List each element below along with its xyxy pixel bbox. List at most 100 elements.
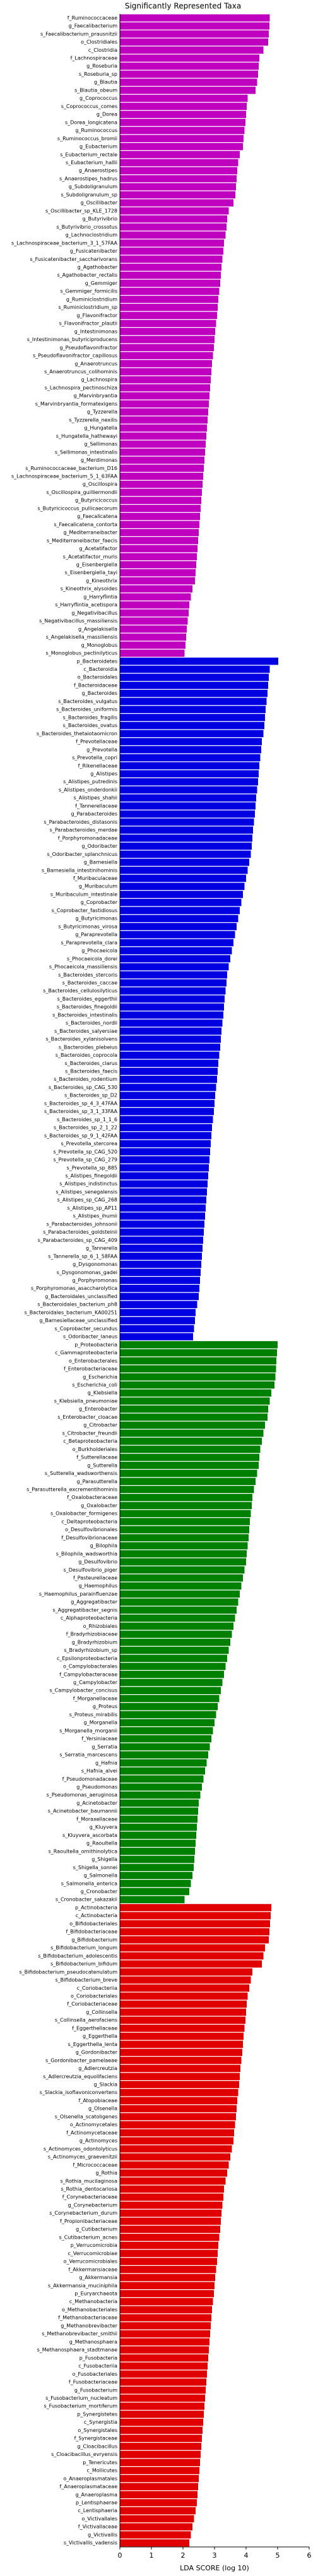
category-label: g_Raoultella: [86, 1841, 117, 1846]
category-label: s_Barnesiella_intestinihominis: [42, 867, 117, 873]
category-label: g_Merdimonas: [81, 457, 117, 463]
category-label: s_Parabacteroides_distasonis: [44, 819, 117, 825]
category-label: g_Monoglobus: [81, 642, 117, 648]
category-label: g_Tyzzerella: [87, 409, 117, 415]
bar: [120, 191, 235, 199]
bar: [120, 1872, 192, 1879]
category-label: o_Methanobacteriales: [62, 2307, 117, 2313]
bar: [120, 1260, 201, 1268]
bar: [120, 601, 189, 609]
category-label: g_Anaerotruncus: [74, 361, 117, 366]
category-label: o_Burkholderiales: [73, 1447, 117, 1452]
bar: [120, 2049, 242, 2056]
bar: [120, 303, 218, 311]
category-label: s_Bacteroidales_bacterium_ph8: [37, 1302, 117, 1308]
bar: [120, 2273, 215, 2282]
category-label: p_Fusobacteria: [80, 2355, 117, 2361]
bar: [120, 2025, 245, 2032]
category-label: s_Bacteroides_rodentium: [54, 1076, 117, 1082]
category-label: s_Hungatella_hathewayi: [56, 433, 117, 439]
category-label: s_Desulfovibrio_piger: [64, 1567, 118, 1573]
category-label: o_Victivallales: [82, 2516, 117, 2522]
bar: [120, 2459, 200, 2467]
bar: [120, 126, 245, 135]
category-label: s_Salmonella_enterica: [61, 1881, 117, 1886]
category-label: g_Butyrivibrio: [83, 216, 118, 222]
category-label: g_Tannerella: [86, 1246, 117, 1251]
category-label: f_Yersiniaceae: [81, 1736, 117, 1742]
category-label: s_Prevotella_sp_CAG_520: [53, 1149, 117, 1155]
bar: [120, 1807, 198, 1815]
category-label: f_Porphyromonadaceae: [58, 835, 117, 841]
category-label: g_Prevotella: [86, 747, 117, 752]
bar: [120, 923, 237, 930]
bar: [120, 2282, 215, 2289]
category-label: g_Gemmiger: [85, 280, 118, 286]
category-label: s_Dysgonomonas_gadei: [57, 1270, 117, 1275]
category-label: g_Bacteroidales_unclassified: [45, 1294, 117, 1299]
category-label: g_Methanosphaera: [69, 2339, 117, 2345]
category-label: g_Barnesiella: [84, 860, 117, 865]
bar: [120, 1855, 194, 1863]
category-label: g_Mediterraneibacter: [63, 530, 117, 536]
bar: [120, 215, 227, 223]
category-label: f_Moraxellaceae: [76, 1816, 117, 1822]
category-label: s_Negativibacillus_massiliensis: [39, 618, 117, 624]
category-label: s_Butyricimonas_virosa: [58, 924, 117, 929]
category-label: o_Anaeroplasmatales: [63, 2476, 117, 2481]
bar: [120, 858, 249, 866]
bar: [120, 1019, 223, 1027]
bar: [120, 874, 246, 882]
bar: [120, 1325, 194, 1333]
category-label: g_Adlercreutzia: [78, 2066, 117, 2071]
category-label: g_Proteus: [93, 1704, 117, 1709]
category-label: g_Roseburia: [86, 63, 117, 69]
category-label: s_Bacteroides_cellulosilyticus: [43, 988, 117, 994]
category-label: f_Anaeroplasmataceae: [60, 2484, 118, 2489]
bar: [120, 1848, 195, 1855]
x-tick-label: 4: [244, 2551, 249, 2560]
category-label: g_Ruminiclostridium: [66, 296, 117, 302]
category-label: s_Aggregatibacter_segnis: [52, 1607, 117, 1613]
category-label: s_Ruminococcaceae_bacterium_D16: [25, 466, 117, 471]
category-label: s_Rothia_dentocariosa: [61, 2186, 118, 2192]
category-label: o_Synergistales: [78, 2428, 117, 2433]
category-label: s_Anaerotruncus_colihominis: [44, 369, 117, 375]
category-label: g_Negativibacillus: [71, 610, 117, 616]
bar: [120, 1944, 265, 1952]
category-label: g_Pseudoflavonifractor: [60, 345, 118, 351]
category-label: s_Prevotella_sp_CAG_279: [53, 1157, 117, 1163]
category-label: g_Salmonella: [84, 1873, 117, 1879]
category-label: f_Ruminococcaceae: [68, 15, 117, 21]
bar: [120, 311, 217, 320]
bar: [120, 609, 189, 617]
bar: [120, 2209, 221, 2217]
category-label: s_Bacteroides_stercoris: [58, 972, 117, 978]
category-label: s_Faecalibacterium_prausnitzii: [40, 31, 117, 37]
category-label: p_Synergistetes: [77, 2411, 117, 2417]
category-label: f_Enterobacteriaceae: [64, 1366, 117, 1372]
category-label: s_Alistipes_ihumii: [73, 1213, 117, 1219]
category-label: s_Raoultella_ornithinolytica: [49, 1848, 117, 1854]
bar: [120, 320, 216, 327]
bar: [120, 714, 265, 721]
category-label: s_Victivallis_vadensis: [64, 2540, 117, 2546]
bar: [120, 818, 254, 826]
bar: [120, 1389, 271, 1397]
category-label: s_Kluyvera_ascorbata: [62, 1833, 117, 1838]
bar: [120, 1606, 237, 1614]
bar: [120, 1437, 262, 1445]
bar: [120, 2153, 230, 2161]
category-label: f_Sutterellaceae: [76, 1455, 117, 1460]
bar: [120, 1968, 252, 1976]
bar: [120, 2089, 238, 2097]
bar: [120, 1333, 193, 1340]
bar: [120, 22, 269, 30]
bar: [120, 1445, 261, 1454]
bar: [120, 1349, 277, 1357]
x-tick-label: 0: [118, 2551, 122, 2560]
bar: [120, 995, 225, 1003]
category-label: s_Monoglobus_pectinilyticus: [46, 651, 117, 656]
category-label: f_Morganellaceae: [73, 1695, 117, 1701]
